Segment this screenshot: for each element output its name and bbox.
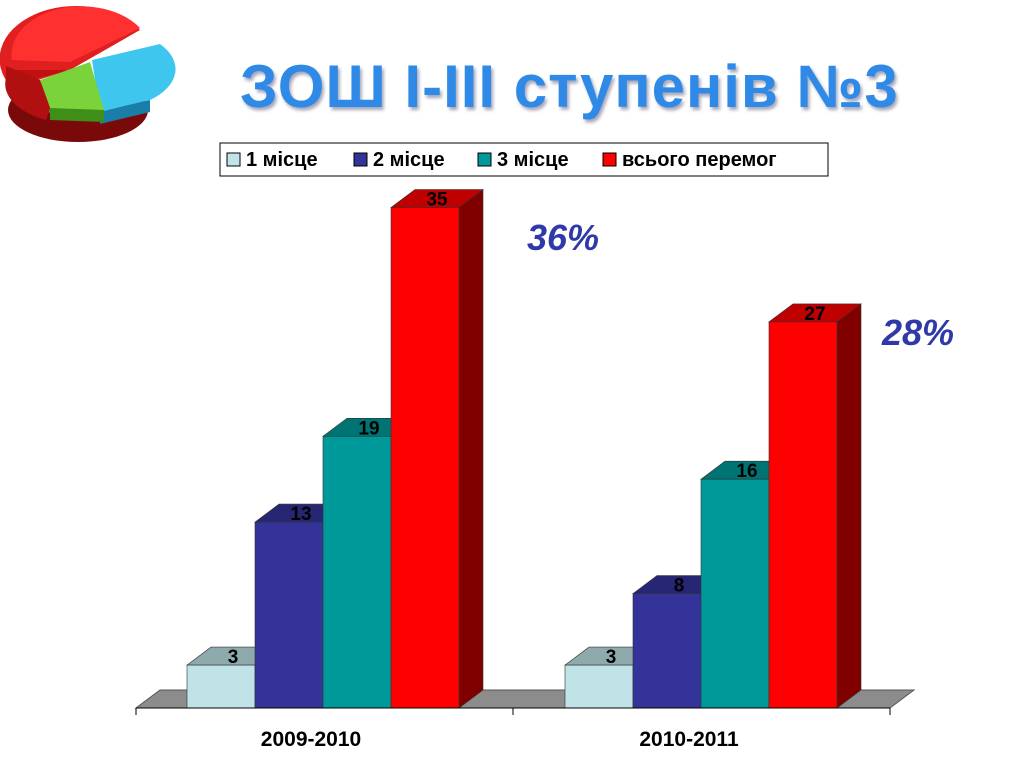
bar-front	[700, 478, 770, 709]
data-label: 35	[426, 190, 448, 211]
bar-front	[322, 435, 392, 709]
legend-swatch	[353, 152, 368, 167]
legend-swatch	[602, 152, 617, 167]
category-label: 2010-2011	[639, 728, 739, 751]
legend-label: 2 місце	[373, 149, 445, 171]
x-axis: 2009-2010 2010-2011	[135, 707, 891, 751]
bar-front	[564, 664, 634, 709]
slide-title: ЗОШ І-ІІІ ступенів №3	[240, 53, 899, 120]
percent-annotation: 36%	[527, 217, 599, 258]
data-label: 3	[606, 647, 617, 668]
legend-box	[219, 142, 829, 177]
legend-label: 1 місце	[246, 149, 318, 171]
pie-chart-icon	[0, 5, 176, 142]
bar-side	[836, 303, 862, 709]
legend: 1 місце 2 місце 3 місце всього перемог	[219, 142, 829, 177]
bars-group: 3 13 19 35 3 8 16 27	[186, 188, 862, 709]
data-label: 8	[674, 576, 685, 597]
bar-front	[632, 593, 702, 709]
data-label: 16	[736, 461, 757, 482]
data-label: 3	[228, 647, 239, 668]
legend-swatch	[226, 152, 241, 167]
data-label: 27	[804, 304, 825, 325]
data-label: 19	[358, 418, 379, 439]
bar-front	[186, 664, 256, 709]
bar-4-2010-2011: 27	[768, 303, 862, 709]
legend-label: всього перемог	[622, 149, 777, 171]
legend-label: 3 місце	[497, 149, 569, 171]
bar-front	[254, 521, 324, 709]
category-label: 2009-2010	[261, 728, 361, 751]
data-label: 13	[290, 504, 311, 525]
bar-4-2009-2010: 35	[390, 188, 484, 709]
bar-side	[458, 188, 484, 709]
percent-annotations: 36% 28%	[527, 217, 954, 353]
legend-swatch	[477, 152, 492, 167]
bar-front	[768, 321, 838, 709]
percent-annotation: 28%	[881, 312, 954, 353]
bar-front	[390, 207, 460, 709]
